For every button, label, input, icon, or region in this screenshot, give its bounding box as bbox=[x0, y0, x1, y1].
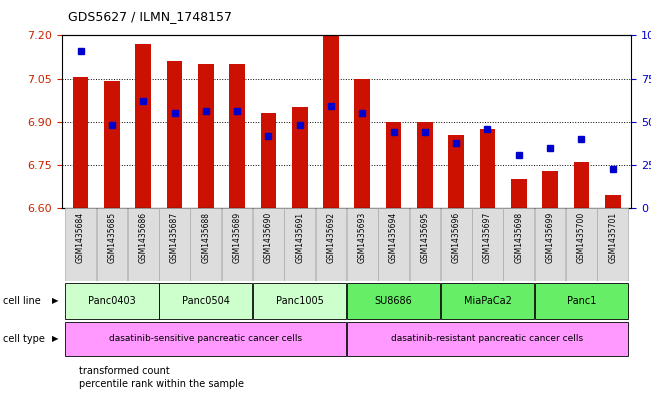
Text: ▶: ▶ bbox=[52, 334, 59, 343]
Bar bbox=[598, 208, 628, 281]
Bar bbox=[167, 61, 182, 208]
Text: dasatinib-sensitive pancreatic cancer cells: dasatinib-sensitive pancreatic cancer ce… bbox=[109, 334, 302, 343]
Bar bbox=[222, 208, 253, 281]
Bar bbox=[253, 208, 284, 281]
Text: SU8686: SU8686 bbox=[375, 296, 413, 306]
Bar bbox=[198, 64, 214, 208]
Text: GSM1435688: GSM1435688 bbox=[201, 212, 210, 263]
Text: GSM1435697: GSM1435697 bbox=[483, 212, 492, 263]
Text: MiaPaCa2: MiaPaCa2 bbox=[464, 296, 512, 306]
Bar bbox=[347, 283, 440, 319]
Bar bbox=[316, 208, 346, 281]
Bar bbox=[441, 283, 534, 319]
Text: GDS5627 / ILMN_1748157: GDS5627 / ILMN_1748157 bbox=[68, 10, 232, 23]
Text: cell type: cell type bbox=[3, 334, 45, 344]
Text: GSM1435687: GSM1435687 bbox=[170, 212, 179, 263]
Bar bbox=[480, 129, 495, 208]
Bar bbox=[574, 162, 589, 208]
Bar bbox=[65, 283, 159, 319]
Bar bbox=[347, 208, 378, 281]
Text: GSM1435691: GSM1435691 bbox=[295, 212, 304, 263]
Text: dasatinib-resistant pancreatic cancer cells: dasatinib-resistant pancreatic cancer ce… bbox=[391, 334, 583, 343]
Bar bbox=[284, 208, 315, 281]
Bar bbox=[409, 208, 440, 281]
Text: GSM1435699: GSM1435699 bbox=[546, 212, 555, 263]
Text: GSM1435690: GSM1435690 bbox=[264, 212, 273, 263]
Bar bbox=[605, 195, 620, 208]
Text: GSM1435685: GSM1435685 bbox=[107, 212, 117, 263]
Bar bbox=[449, 135, 464, 208]
Bar bbox=[566, 208, 597, 281]
Text: Panc0403: Panc0403 bbox=[88, 296, 136, 306]
Text: cell line: cell line bbox=[3, 296, 41, 306]
Bar bbox=[378, 208, 409, 281]
Text: ▶: ▶ bbox=[52, 296, 59, 305]
Bar bbox=[534, 208, 566, 281]
Bar bbox=[128, 208, 159, 281]
Bar bbox=[534, 283, 628, 319]
Bar bbox=[292, 107, 307, 208]
Bar bbox=[347, 322, 628, 356]
Text: GSM1435701: GSM1435701 bbox=[608, 212, 617, 263]
Bar bbox=[542, 171, 558, 208]
Bar bbox=[96, 208, 127, 281]
Bar bbox=[355, 79, 370, 208]
Bar bbox=[229, 64, 245, 208]
Text: Panc1: Panc1 bbox=[567, 296, 596, 306]
Text: Panc0504: Panc0504 bbox=[182, 296, 230, 306]
Bar bbox=[323, 35, 339, 208]
Text: GSM1435684: GSM1435684 bbox=[76, 212, 85, 263]
Text: GSM1435692: GSM1435692 bbox=[327, 212, 335, 263]
Bar bbox=[503, 208, 534, 281]
Text: GSM1435695: GSM1435695 bbox=[421, 212, 430, 263]
Text: GSM1435700: GSM1435700 bbox=[577, 212, 586, 263]
Text: GSM1435698: GSM1435698 bbox=[514, 212, 523, 263]
Bar bbox=[511, 180, 527, 208]
Bar bbox=[159, 208, 190, 281]
Text: GSM1435686: GSM1435686 bbox=[139, 212, 148, 263]
Text: GSM1435689: GSM1435689 bbox=[232, 212, 242, 263]
Bar bbox=[417, 122, 433, 208]
Text: GSM1435694: GSM1435694 bbox=[389, 212, 398, 263]
Bar bbox=[159, 283, 253, 319]
Text: percentile rank within the sample: percentile rank within the sample bbox=[79, 379, 244, 389]
Bar bbox=[65, 322, 346, 356]
Bar bbox=[65, 208, 96, 281]
Bar bbox=[253, 283, 346, 319]
Bar bbox=[104, 81, 120, 208]
Bar bbox=[135, 44, 151, 208]
Text: Panc1005: Panc1005 bbox=[276, 296, 324, 306]
Text: GSM1435693: GSM1435693 bbox=[358, 212, 367, 263]
Bar bbox=[191, 208, 221, 281]
Bar bbox=[386, 122, 402, 208]
Text: transformed count: transformed count bbox=[79, 366, 170, 376]
Bar bbox=[472, 208, 503, 281]
Text: GSM1435696: GSM1435696 bbox=[452, 212, 461, 263]
Bar bbox=[260, 113, 276, 208]
Bar bbox=[73, 77, 89, 208]
Bar bbox=[441, 208, 471, 281]
